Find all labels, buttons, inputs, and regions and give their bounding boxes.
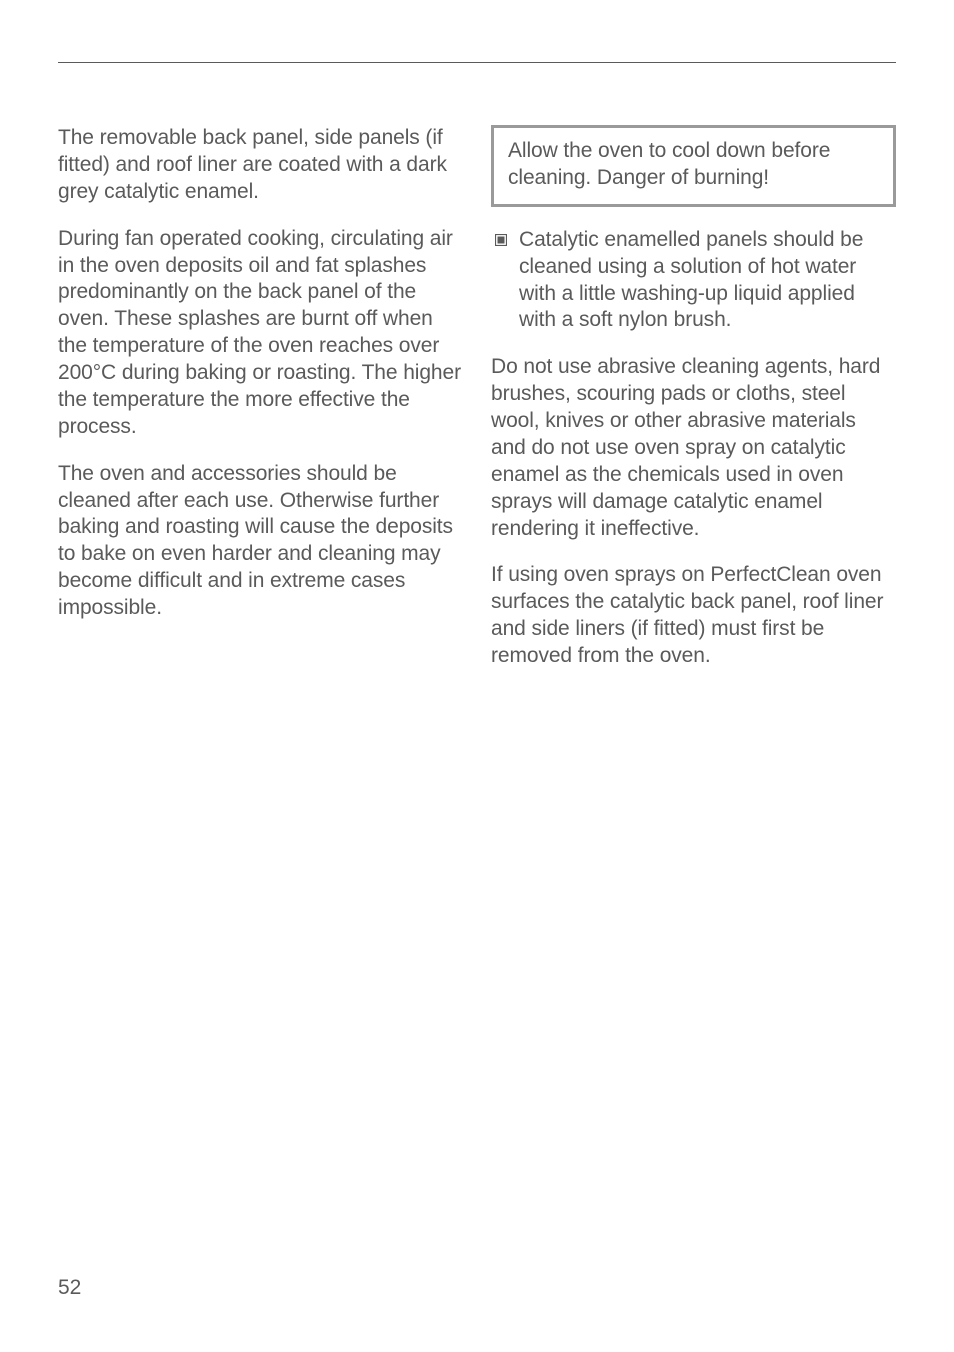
top-rule (58, 62, 896, 63)
paragraph: The removable back panel, side panels (i… (58, 125, 463, 206)
bullet-text: Catalytic enamelled panels should be cle… (519, 227, 896, 335)
page-container: The removable back panel, side panels (i… (0, 0, 954, 690)
right-column: Allow the oven to cool down before clean… (491, 125, 896, 690)
warning-box: Allow the oven to cool down before clean… (491, 125, 896, 207)
left-column: The removable back panel, side panels (i… (58, 125, 463, 690)
two-column-layout: The removable back panel, side panels (i… (58, 125, 896, 690)
paragraph: During fan operated cooking, circulating… (58, 226, 463, 441)
paragraph: Do not use abrasive cleaning agents, har… (491, 354, 896, 542)
paragraph: The oven and accessories should be clean… (58, 461, 463, 622)
warning-text: Allow the oven to cool down before clean… (508, 138, 879, 192)
paragraph: If using oven sprays on PerfectClean ove… (491, 562, 896, 670)
square-bullet-icon (491, 227, 519, 246)
bullet-item: Catalytic enamelled panels should be cle… (491, 227, 896, 335)
page-number: 52 (58, 1276, 81, 1300)
